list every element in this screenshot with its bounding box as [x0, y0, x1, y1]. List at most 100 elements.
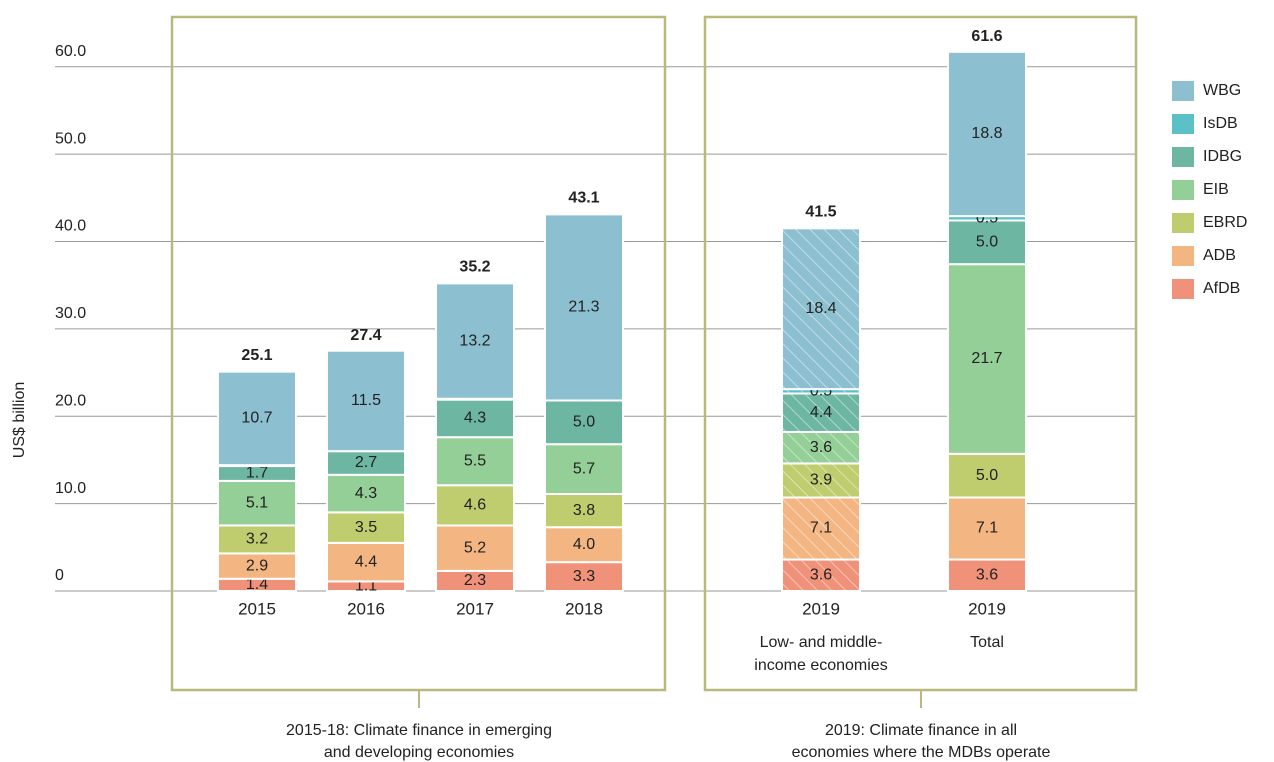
y-tick-label: 10.0	[55, 480, 86, 497]
hatch	[782, 559, 860, 591]
value-label: 3.6	[810, 566, 832, 583]
bar-segment	[326, 349, 406, 453]
hatch	[782, 497, 860, 560]
legend-label: IDBG	[1203, 148, 1242, 165]
x-tick-label: 2015	[238, 599, 276, 618]
group-label: and developing economies	[324, 744, 514, 761]
value-label: 21.3	[568, 299, 599, 316]
value-label: 10.7	[241, 410, 272, 427]
bar-segment	[544, 526, 624, 564]
value-label: 2.7	[355, 454, 377, 471]
legend-label: ADB	[1203, 247, 1236, 264]
legend-swatch	[1172, 81, 1194, 101]
x-tick-label: 2017	[456, 599, 494, 618]
legend-label: EBRD	[1203, 214, 1247, 231]
x-tick-label: 2019	[968, 599, 1006, 618]
hatch	[782, 463, 860, 498]
value-label: 4.6	[464, 497, 486, 514]
bar-segment	[217, 370, 297, 467]
bar-segment	[435, 282, 515, 400]
value-label: 18.8	[971, 125, 1002, 142]
bar-segment	[217, 479, 297, 527]
legend-swatch	[1172, 213, 1194, 233]
y-tick-label: 60.0	[55, 43, 86, 60]
value-label: 3.5	[355, 519, 377, 536]
bar-segment	[544, 213, 624, 402]
legend-label: WBG	[1203, 82, 1241, 99]
value-label: 5.0	[573, 414, 595, 431]
value-label: 7.1	[810, 520, 832, 537]
value-label: 5.1	[246, 494, 268, 511]
value-label: 3.3	[573, 568, 595, 585]
value-label: 3.8	[573, 502, 595, 519]
value-label: 4.3	[464, 410, 486, 427]
bar-segment	[544, 493, 624, 529]
bar-segment	[326, 473, 406, 514]
value-label: 4.4	[355, 553, 377, 570]
legend-swatch	[1172, 180, 1194, 200]
value-label: 5.0	[976, 234, 998, 251]
group-label: 2015-18: Climate finance in emerging	[286, 722, 552, 739]
bar-segment	[544, 443, 624, 496]
legend-label: EIB	[1203, 181, 1229, 198]
total-label: 35.2	[459, 259, 490, 276]
y-tick-label: 50.0	[55, 130, 86, 147]
value-label: 1.7	[246, 465, 268, 482]
hatch	[782, 228, 860, 390]
group-label: 2019: Climate finance in all	[825, 722, 1017, 739]
bar-segment	[217, 552, 297, 580]
value-label: 7.1	[976, 520, 998, 537]
total-label: 61.6	[971, 28, 1002, 45]
value-label: 2.9	[246, 557, 268, 574]
value-label: 4.3	[355, 485, 377, 502]
category-sublabel: Low- and middle-	[760, 634, 883, 651]
group-label: economies where the MDBs operate	[792, 744, 1051, 761]
bar-segment	[947, 496, 1027, 561]
category-sublabel: Total	[970, 634, 1004, 651]
bar-segment	[435, 484, 515, 527]
group-box	[703, 15, 1138, 692]
y-tick-label: 0	[55, 567, 64, 584]
value-label: 4.0	[573, 536, 595, 553]
value-label: 1.4	[246, 576, 268, 593]
value-label: 3.6	[810, 439, 832, 456]
value-label: 5.0	[976, 467, 998, 484]
y-tick-label: 30.0	[55, 305, 86, 322]
value-label: 11.5	[351, 392, 381, 409]
value-label: 3.6	[976, 566, 998, 583]
value-label: 2.3	[464, 572, 486, 589]
value-label: 18.4	[805, 300, 836, 317]
y-axis-label: US$ billion	[11, 382, 28, 458]
value-label: 4.4	[810, 404, 832, 421]
category-sublabel: income economies	[754, 657, 887, 674]
total-label: 41.5	[805, 204, 836, 221]
bar-segment	[435, 524, 515, 572]
total-label: 27.4	[350, 327, 381, 344]
legend-swatch	[1172, 279, 1194, 299]
value-label: 3.9	[810, 472, 832, 489]
value-label: 5.7	[573, 460, 595, 477]
bar-segment	[947, 50, 1027, 218]
value-label: 13.2	[459, 332, 490, 349]
x-tick-label: 2018	[565, 599, 603, 618]
value-label: 5.2	[464, 539, 486, 556]
bar-segment	[326, 511, 406, 544]
bar-segment	[435, 398, 515, 439]
y-tick-label: 20.0	[55, 392, 86, 409]
bar-segment	[435, 436, 515, 487]
hatch	[782, 393, 860, 432]
legend-swatch	[1172, 147, 1194, 167]
x-tick-label: 2016	[347, 599, 385, 618]
value-label: 21.7	[971, 350, 1002, 367]
hatch	[782, 389, 860, 394]
bar-segment	[947, 219, 1027, 266]
total-label: 25.1	[241, 347, 272, 364]
legend-label: AfDB	[1203, 280, 1240, 297]
value-label: 3.2	[246, 531, 268, 548]
hatch	[782, 431, 860, 464]
value-label: 5.5	[464, 452, 486, 469]
total-label: 43.1	[568, 190, 599, 207]
x-tick-label: 2019	[802, 599, 840, 618]
legend-swatch	[1172, 114, 1194, 134]
